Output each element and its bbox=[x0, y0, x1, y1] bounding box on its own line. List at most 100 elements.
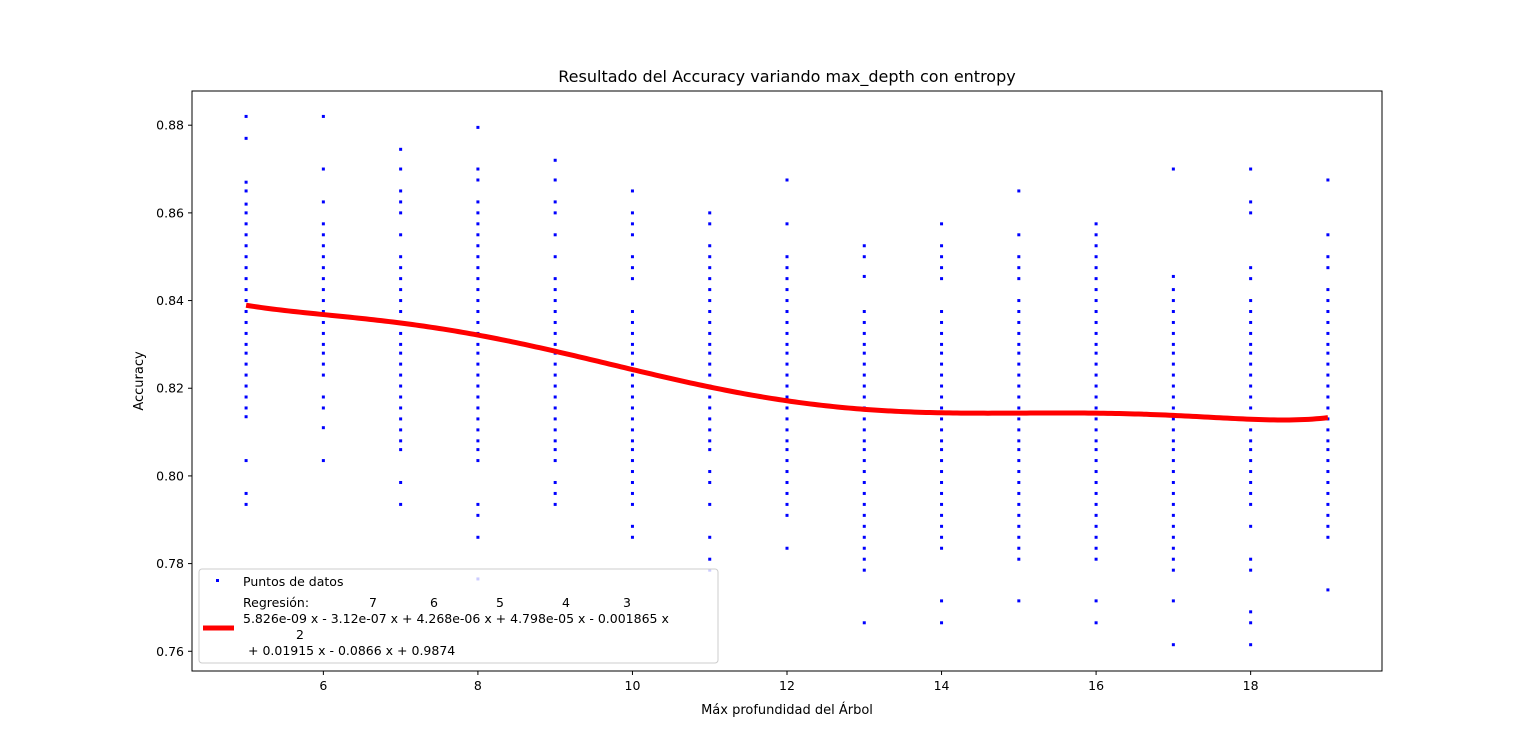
data-point bbox=[399, 480, 403, 484]
legend-exponent-5: 5 bbox=[496, 595, 504, 610]
x-tick-label: 10 bbox=[625, 678, 641, 693]
data-point bbox=[1326, 524, 1330, 528]
data-point bbox=[862, 459, 866, 463]
data-point bbox=[553, 211, 557, 215]
data-point bbox=[399, 310, 403, 314]
data-point bbox=[1171, 599, 1175, 603]
data-point bbox=[399, 255, 403, 259]
data-point bbox=[785, 546, 789, 550]
data-point bbox=[785, 384, 789, 388]
data-point bbox=[1326, 395, 1330, 399]
data-point bbox=[244, 114, 248, 118]
data-point bbox=[1326, 406, 1330, 410]
data-point bbox=[553, 395, 557, 399]
data-point bbox=[862, 546, 866, 550]
x-tick-label: 18 bbox=[1243, 678, 1259, 693]
data-point bbox=[1326, 491, 1330, 495]
data-point bbox=[630, 491, 634, 495]
data-point bbox=[1017, 417, 1021, 421]
data-point bbox=[321, 222, 325, 226]
data-point bbox=[1094, 448, 1098, 452]
regression-curve-layer bbox=[245, 302, 1329, 423]
data-point bbox=[399, 395, 403, 399]
data-point bbox=[399, 502, 403, 506]
y-tick-label: 0.78 bbox=[156, 556, 184, 571]
data-point bbox=[630, 362, 634, 366]
x-axis-label: Máx profundidad del Árbol bbox=[701, 702, 873, 718]
data-point bbox=[630, 331, 634, 335]
data-point bbox=[1017, 395, 1021, 399]
data-point bbox=[630, 428, 634, 432]
data-point bbox=[785, 502, 789, 506]
data-point bbox=[1017, 502, 1021, 506]
data-point bbox=[630, 384, 634, 388]
data-point bbox=[553, 491, 557, 495]
data-point bbox=[630, 470, 634, 474]
data-point bbox=[862, 351, 866, 355]
data-point bbox=[553, 178, 557, 182]
data-point bbox=[1249, 200, 1253, 204]
data-point bbox=[1094, 331, 1098, 335]
data-point bbox=[1017, 351, 1021, 355]
data-point bbox=[1249, 557, 1253, 561]
data-point bbox=[321, 288, 325, 292]
data-point bbox=[1017, 373, 1021, 377]
data-point bbox=[940, 384, 944, 388]
data-point bbox=[1249, 459, 1253, 463]
data-point bbox=[1171, 480, 1175, 484]
data-point bbox=[1094, 470, 1098, 474]
data-point bbox=[862, 502, 866, 506]
data-point bbox=[1171, 491, 1175, 495]
legend-exponent-6: 6 bbox=[430, 595, 438, 610]
data-point bbox=[1017, 189, 1021, 193]
data-point bbox=[940, 439, 944, 443]
data-point bbox=[1171, 373, 1175, 377]
data-point bbox=[1249, 439, 1253, 443]
data-point bbox=[940, 320, 944, 324]
data-point bbox=[1171, 439, 1175, 443]
data-point bbox=[476, 395, 480, 399]
data-point bbox=[244, 459, 248, 463]
data-point bbox=[1249, 277, 1253, 281]
data-point bbox=[399, 288, 403, 292]
data-point bbox=[476, 211, 480, 215]
data-point bbox=[1017, 342, 1021, 346]
data-point bbox=[553, 459, 557, 463]
data-point bbox=[862, 342, 866, 346]
data-point bbox=[244, 310, 248, 314]
data-point bbox=[244, 491, 248, 495]
data-point bbox=[321, 459, 325, 463]
data-point bbox=[1094, 546, 1098, 550]
data-point bbox=[244, 277, 248, 281]
data-point bbox=[940, 502, 944, 506]
data-point bbox=[940, 599, 944, 603]
data-point bbox=[862, 395, 866, 399]
data-point bbox=[321, 406, 325, 410]
data-point bbox=[1017, 470, 1021, 474]
data-point bbox=[1094, 362, 1098, 366]
data-point bbox=[1249, 342, 1253, 346]
data-point bbox=[399, 167, 403, 171]
data-point bbox=[630, 310, 634, 314]
data-point bbox=[630, 222, 634, 226]
data-point bbox=[1171, 535, 1175, 539]
legend-equation-line-2: + 0.01915 x - 0.0866 x + 0.9874 bbox=[248, 643, 455, 658]
data-point bbox=[553, 362, 557, 366]
data-point bbox=[862, 373, 866, 377]
data-point bbox=[1171, 448, 1175, 452]
data-point bbox=[785, 373, 789, 377]
data-point bbox=[244, 373, 248, 377]
data-point bbox=[1017, 546, 1021, 550]
x-tick-label: 12 bbox=[779, 678, 795, 693]
data-point bbox=[1249, 331, 1253, 335]
data-point bbox=[1094, 222, 1098, 226]
data-point bbox=[1017, 277, 1021, 281]
data-point bbox=[244, 180, 248, 184]
legend: Puntos de datos Regresión: 7 6 5 4 3 5.8… bbox=[198, 568, 719, 664]
data-point bbox=[1094, 439, 1098, 443]
data-point bbox=[630, 277, 634, 281]
y-tick-label: 0.88 bbox=[156, 118, 184, 133]
data-point bbox=[940, 448, 944, 452]
data-point bbox=[1171, 470, 1175, 474]
chart-title: Resultado del Accuracy variando max_dept… bbox=[558, 67, 1015, 87]
